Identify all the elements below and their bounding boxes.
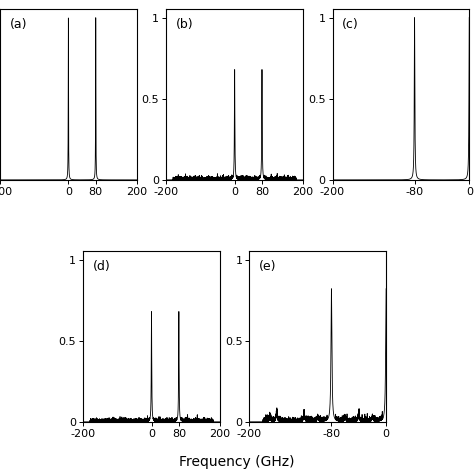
Text: Frequency (GHz): Frequency (GHz): [179, 455, 295, 469]
Text: (b): (b): [176, 18, 193, 31]
Text: (c): (c): [342, 18, 359, 31]
Text: (a): (a): [9, 18, 27, 31]
Text: (d): (d): [93, 260, 110, 273]
Text: (e): (e): [259, 260, 276, 273]
